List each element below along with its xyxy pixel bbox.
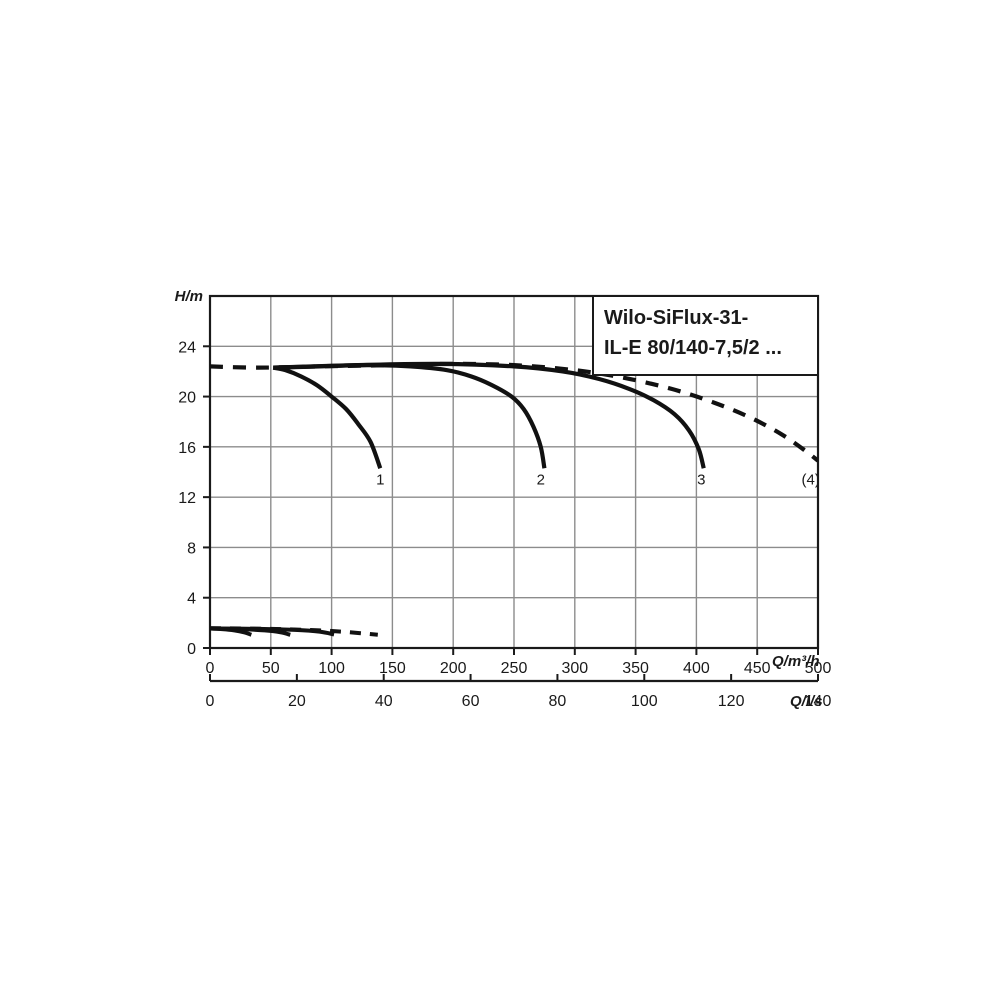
title-line-1: Wilo-SiFlux-31- [604,307,748,329]
x-tick-label-primary: 450 [744,660,771,677]
x-axis-primary-title: Q/m³/h [772,653,820,670]
x-axis-secondary-title: Q/l/s [790,693,823,710]
y-tick-label: 16 [178,440,196,457]
y-axis-title: H/m [175,288,203,305]
x-tick-label-primary: 50 [262,660,280,677]
curve-label-2: 2 [537,472,545,489]
x-tick-label-secondary: 0 [206,693,215,710]
y-axis-title-label: H/m [175,288,203,305]
curve-3 [273,361,706,469]
x-tick-label-secondary: 80 [549,693,567,710]
y-tick-label: 24 [178,339,196,356]
title-box: Wilo-SiFlux-31- IL-E 80/140-7,5/2 ... [592,295,819,376]
x-tick-label-primary: 200 [440,660,467,677]
curve-annotations: 1 2 3 (4) [376,472,820,489]
curve-label-4: (4) [802,472,820,489]
x-tick-label-primary: 500 [805,660,832,677]
x-tick-label-secondary: 20 [288,693,306,710]
curve-label-1: 1 [376,472,384,489]
curve-lines [210,361,818,637]
x-tick-label-primary: 0 [206,660,215,677]
curve-lower-4 [210,626,378,637]
y-tick-label: 20 [178,390,196,407]
x-tick-label-primary: 250 [501,660,528,677]
x-tick-label-secondary: 140 [805,693,832,710]
axis-tick-labels: 0 50 100 150 200 250 300 350 400 450 5000481216202… [178,339,831,710]
x-tick-label-primary: 400 [683,660,710,677]
x-tick-label-primary: 100 [318,660,345,677]
x-tick-label-primary: 150 [379,660,406,677]
curve-label-3: 3 [697,472,705,489]
x-tick-label-secondary: 40 [375,693,393,710]
x-tick-label-primary: 350 [622,660,649,677]
x-axis-primary-title-label: Q/m³/h [772,653,820,670]
x-axis-secondary-title-label: Q/l/s [790,693,823,710]
curve-1 [272,365,383,469]
y-tick-label: 4 [187,591,196,608]
x-tick-label-primary: 300 [561,660,588,677]
title-box-frame [592,295,819,376]
y-tick-label: 12 [178,490,196,507]
x-tick-label-secondary: 120 [718,693,745,710]
y-tick-label: 0 [187,641,196,658]
x-tick-label-secondary: 60 [462,693,480,710]
axis-ticks [203,345,819,683]
curve-(4) [210,361,818,463]
title-line-2: IL-E 80/140-7,5/2 ... [604,337,782,359]
x-tick-label-secondary: 100 [631,693,658,710]
y-tick-label: 8 [187,540,196,557]
